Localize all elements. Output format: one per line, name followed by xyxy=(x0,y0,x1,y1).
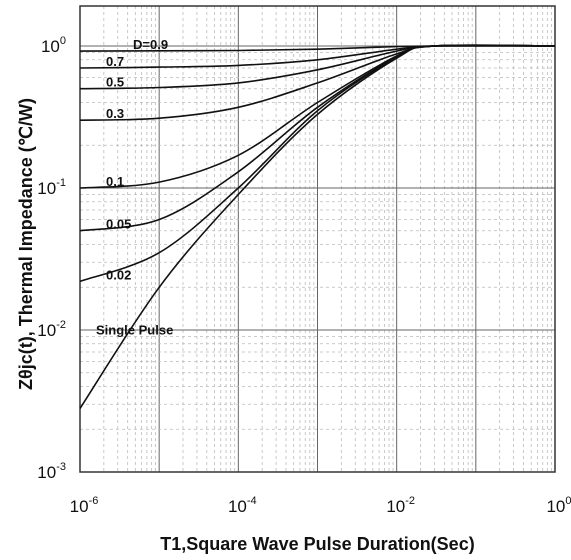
y-axis-title: Zθjc(t), Thermal Impedance (℃/W) xyxy=(16,98,36,390)
series-label: 0.02 xyxy=(106,267,131,282)
y-tick-label: 100 xyxy=(41,35,66,56)
x-tick-label: 10-6 xyxy=(70,495,99,516)
y-tick-label: 10-1 xyxy=(37,177,66,198)
series-label: 0.7 xyxy=(106,54,124,69)
series-line xyxy=(79,44,556,409)
y-tick-label: 10-2 xyxy=(37,319,66,340)
series-label: 0.1 xyxy=(106,174,124,189)
x-tick-label: 10-2 xyxy=(386,495,415,516)
series-labels: D=0.9 0.7 0.5 0.3 0.1 0.05 0.02 Single Pulse xyxy=(96,37,173,337)
grid-lines xyxy=(79,6,555,473)
x-axis-title: T1,Square Wave Pulse Duration(Sec) xyxy=(160,534,474,554)
series-label: D=0.9 xyxy=(133,37,168,52)
series-lines xyxy=(79,44,556,409)
series-label: 0.3 xyxy=(106,106,124,121)
x-tick-label: 10-4 xyxy=(228,495,257,516)
series-label: Single Pulse xyxy=(96,322,173,337)
plot-frame xyxy=(79,5,556,473)
x-tick-label: 100 xyxy=(546,495,571,516)
series-label: 0.5 xyxy=(106,75,124,90)
y-tick-labels: 10-3 10-2 10-1 100 xyxy=(37,35,66,482)
series-label: 0.05 xyxy=(106,217,131,232)
x-tick-labels: 10-6 10-4 10-2 100 xyxy=(70,495,571,516)
y-tick-label: 10-3 xyxy=(37,461,66,482)
